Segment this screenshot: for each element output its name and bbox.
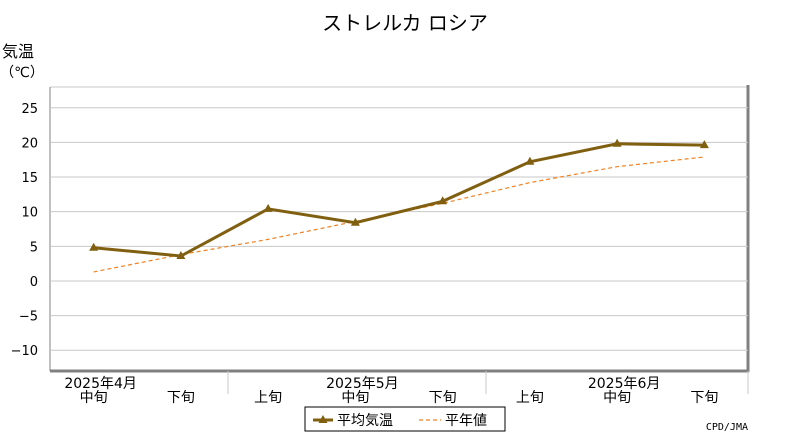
- x-tick-label: 上旬: [254, 390, 282, 406]
- y-axis-label: 気温: [2, 42, 34, 61]
- data-point-observed: [525, 156, 535, 165]
- y-tick-label: 10: [21, 206, 38, 221]
- x-tick-label: 中旬: [341, 390, 369, 406]
- legend-box: [304, 406, 506, 432]
- y-tick-label: 5: [30, 240, 38, 255]
- x-tick-label: 上旬: [516, 390, 544, 406]
- chart-title: ストレルカ ロシア: [322, 11, 488, 35]
- x-tick-label: 中旬: [80, 390, 108, 406]
- x-tick-label: 下旬: [167, 390, 195, 406]
- x-tick-label: 下旬: [429, 390, 457, 406]
- data-point-observed: [350, 217, 360, 226]
- legend: 平均気温 平年値: [304, 406, 506, 432]
- y-tick-label: 25: [21, 102, 38, 117]
- x-tick-label: 下旬: [690, 390, 718, 406]
- credit-text: CPD/JMA: [706, 422, 748, 433]
- y-tick-label: −5: [19, 310, 38, 325]
- y-tick-label: 0: [30, 275, 38, 290]
- data-point-observed: [699, 140, 709, 149]
- x-month-label: 2025年4月: [64, 376, 137, 392]
- data-point-observed: [89, 242, 99, 251]
- y-tick-label: 15: [21, 171, 38, 186]
- x-tick-label: 中旬: [603, 390, 631, 406]
- plot-area: [50, 87, 748, 371]
- y-tick-label: 20: [21, 136, 38, 151]
- y-tick-label: −10: [11, 344, 38, 359]
- legend-marker-observed: [318, 415, 328, 423]
- x-month-label: 2025年5月: [326, 376, 399, 392]
- data-point-observed: [263, 203, 273, 212]
- series-line-observed: [93, 142, 705, 258]
- data-point-observed: [176, 251, 186, 260]
- data-point-observed: [438, 196, 448, 205]
- legend-label-observed: 平均気温: [337, 413, 393, 429]
- y-axis-unit: （℃）: [0, 65, 44, 81]
- legend-label-normal: 平年値: [445, 413, 487, 429]
- x-month-label: 2025年6月: [588, 376, 661, 392]
- data-point-observed: [612, 138, 622, 147]
